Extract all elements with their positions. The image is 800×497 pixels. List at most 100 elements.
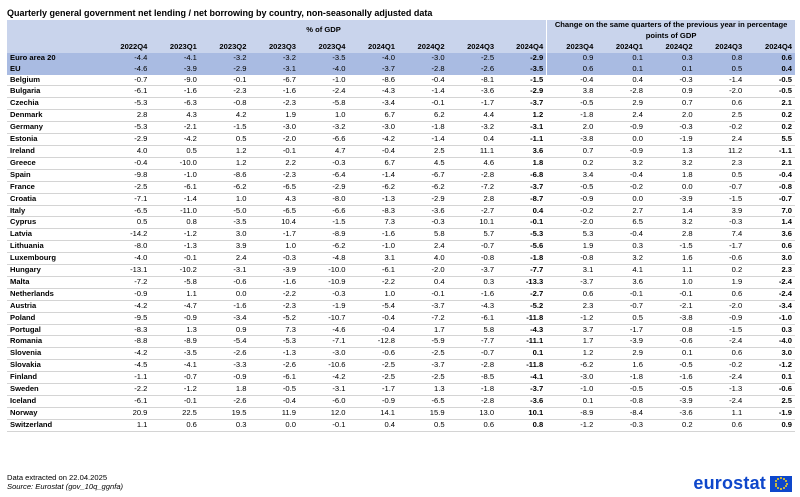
cell-value: 15.9 (398, 407, 448, 420)
cell-change: 1.6 (596, 359, 646, 373)
cell-change: 6.5 (596, 216, 646, 230)
cell-value: -2.8 (447, 395, 498, 408)
cell-value: -2.9 (298, 181, 349, 194)
cell-value: -7.2 (100, 276, 151, 289)
cell-change: 0.6 (695, 419, 746, 432)
table-row: Poland -9.5 -0.9 -3.4 -5.2 -10.7 -0.4 -7.2 -6.1-… (7, 312, 795, 325)
cell-change: 2.3 (695, 157, 746, 170)
cell-change: -0.9 (596, 121, 646, 135)
cell-change: -0.2 (596, 181, 646, 194)
cell-value: -6.8 (497, 169, 547, 182)
header-col-gdp: 2024Q4 (497, 41, 547, 53)
cell-change: 0.1 (745, 371, 795, 385)
cell-change: 2.1 (745, 157, 795, 170)
cell-change: 5.5 (745, 133, 795, 146)
cell-change: -1.7 (695, 240, 746, 254)
cell-value: 0.0 (199, 288, 250, 301)
cell-change: -0.5 (645, 359, 696, 373)
flag-star-icon (784, 479, 787, 482)
cell-value: -7.7 (497, 264, 547, 277)
cell-value: 4.6 (447, 157, 498, 170)
flag-star-icon (780, 477, 782, 479)
table-row: Finland -1.1 -0.7 -0.9 -6.1 -4.2 -2.5 -2.5 -8.5-… (7, 371, 795, 385)
cell-change: 3.1 (546, 264, 597, 277)
cell-value: -3.3 (199, 359, 250, 373)
row-label: Germany (7, 121, 101, 135)
cell-value: -2.4 (298, 85, 349, 99)
cell-value: -4.0 (298, 63, 349, 75)
cell-change: -8.4 (596, 407, 646, 420)
cell-value: -10.0 (298, 264, 349, 277)
row-label: Netherlands (7, 288, 101, 301)
cell-value: -0.7 (447, 347, 498, 361)
cell-value: 1.0 (298, 109, 349, 123)
cell-value: -4.1 (150, 52, 200, 64)
cell-change: 0.9 (745, 419, 795, 432)
cell-change: 0.5 (695, 169, 746, 182)
cell-value: 19.5 (199, 407, 250, 420)
row-label: Portugal (7, 324, 101, 337)
logo-text: eurostat (693, 473, 766, 493)
cell-change: -2.4 (695, 395, 746, 408)
cell-value: -11.8 (497, 359, 547, 373)
cell-value: 5.8 (447, 324, 498, 337)
cell-value: -4.4 (100, 52, 151, 64)
cell-value: 0.5 (100, 216, 151, 230)
cell-change: -0.8 (546, 252, 597, 266)
cell-value: -0.4 (249, 395, 299, 408)
cell-value: -2.3 (249, 97, 299, 111)
cell-value: -3.7 (497, 97, 547, 111)
cell-change: -1.2 (745, 359, 795, 373)
cell-change: 1.4 (745, 216, 795, 230)
cell-value: 3.6 (497, 145, 547, 158)
row-label: Lithuania (7, 240, 101, 254)
cell-change: -0.5 (546, 181, 597, 194)
cell-change: 2.3 (745, 264, 795, 277)
header-col-gdp: 2023Q2 (199, 41, 250, 53)
cell-change: 2.3 (546, 300, 597, 313)
table-row: Lithuania -8.0 -1.3 3.9 1.0 -6.2 -1.0 2.4 -0.7 -5… (7, 240, 795, 254)
cell-value: -0.7 (150, 371, 200, 385)
cell-value: 2.8 (447, 193, 498, 206)
cell-value: 0.3 (199, 419, 250, 432)
cell-change: -0.4 (546, 74, 597, 87)
cell-change: -1.0 (546, 383, 597, 396)
cell-value: -1.3 (249, 347, 299, 361)
cell-value: -2.5 (348, 359, 399, 373)
cell-value: -1.5 (298, 216, 349, 230)
cell-value: 1.8 (497, 157, 547, 170)
cell-change: 0.0 (596, 133, 646, 146)
cell-value: -2.8 (447, 169, 498, 182)
cell-change: -2.0 (695, 85, 746, 99)
cell-change: 3.2 (596, 157, 646, 170)
cell-value: -2.0 (249, 133, 299, 146)
table-row: Switzerland 1.1 0.6 0.3 0.0 -0.1 0.4 0.5 0.6 0.8-… (7, 419, 795, 432)
cell-value: -8.3 (100, 324, 151, 337)
header-col-change: 2024Q3 (695, 41, 746, 53)
row-label: Czechia (7, 97, 101, 111)
cell-change: 0.4 (596, 74, 646, 87)
cell-value: -1.6 (249, 85, 299, 99)
cell-change: 0.3 (645, 52, 696, 64)
cell-value: -5.3 (497, 228, 547, 242)
cell-value: -0.4 (348, 145, 399, 158)
flag-star-icon (782, 477, 785, 480)
cell-value: -1.3 (348, 193, 399, 206)
cell-value: -6.2 (298, 240, 349, 254)
cell-value: -5.2 (249, 312, 299, 325)
cell-change: -0.6 (645, 335, 696, 349)
header-columns-row: 2022Q4 2023Q1 2023Q2 2023Q3 2023Q4 2024Q1 2024… (7, 41, 795, 53)
cell-change: -2.8 (596, 85, 646, 99)
cell-value: -0.4 (348, 312, 399, 325)
cell-change: -3.8 (546, 133, 597, 146)
cell-value: -0.7 (447, 240, 498, 254)
cell-change: 0.2 (745, 121, 795, 135)
cell-change: -0.2 (546, 205, 597, 218)
cell-change: -2.0 (695, 300, 746, 313)
cell-value: -1.2 (150, 228, 200, 242)
cell-change: -3.0 (546, 371, 597, 385)
cell-value: -2.9 (398, 193, 448, 206)
cell-change: -0.5 (745, 85, 795, 99)
cell-change: -1.8 (546, 109, 597, 123)
cell-value: 0.6 (447, 419, 498, 432)
